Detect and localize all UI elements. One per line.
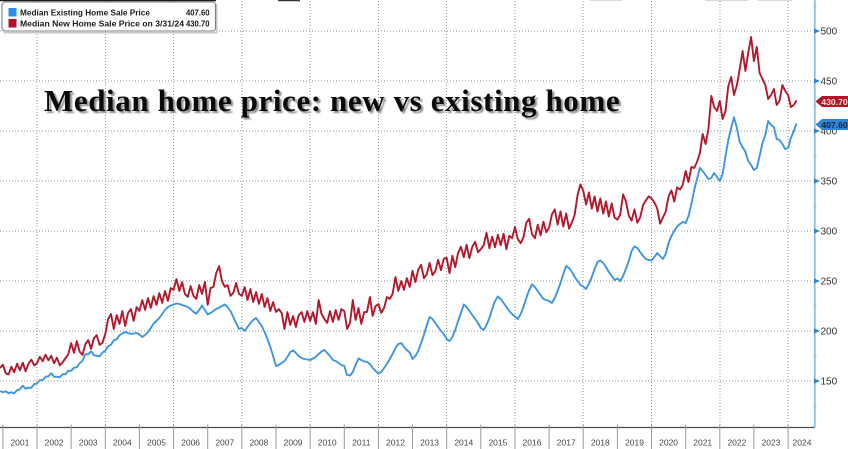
svg-text:Median New Home Sale Price on: Median New Home Sale Price on 3/31/24 xyxy=(20,18,184,28)
svg-text:Median Existing Home Sale Pric: Median Existing Home Sale Price xyxy=(20,7,150,17)
svg-text:407.60: 407.60 xyxy=(186,7,210,17)
svg-text:2022: 2022 xyxy=(727,438,746,448)
svg-text:200: 200 xyxy=(821,327,838,338)
svg-text:2020: 2020 xyxy=(659,438,678,448)
svg-text:300: 300 xyxy=(821,227,838,238)
svg-text:2002: 2002 xyxy=(45,438,64,448)
svg-text:2021: 2021 xyxy=(693,438,712,448)
svg-text:Median home price: new vs exis: Median home price: new vs existing home xyxy=(44,83,620,118)
svg-text:2012: 2012 xyxy=(386,438,405,448)
svg-text:2007: 2007 xyxy=(215,438,234,448)
svg-text:2005: 2005 xyxy=(147,438,166,448)
svg-text:2018: 2018 xyxy=(591,438,610,448)
svg-text:2016: 2016 xyxy=(523,438,542,448)
svg-text:2009: 2009 xyxy=(284,438,303,448)
svg-text:250: 250 xyxy=(821,277,838,288)
svg-text:2019: 2019 xyxy=(625,438,644,448)
svg-text:2003: 2003 xyxy=(79,438,98,448)
svg-text:500: 500 xyxy=(821,27,838,38)
svg-text:2013: 2013 xyxy=(420,438,439,448)
svg-text:430.70: 430.70 xyxy=(821,97,848,107)
svg-text:150: 150 xyxy=(821,377,838,388)
svg-text:2015: 2015 xyxy=(488,438,507,448)
svg-text:2023: 2023 xyxy=(762,438,781,448)
svg-text:2008: 2008 xyxy=(249,438,268,448)
svg-text:400: 400 xyxy=(821,127,838,138)
svg-text:350: 350 xyxy=(821,177,838,188)
svg-text:2024: 2024 xyxy=(793,438,812,448)
svg-text:407.60: 407.60 xyxy=(821,120,848,130)
svg-text:Median home price: new vs exis: Median home price: new vs existing home xyxy=(46,85,622,120)
svg-text:2004: 2004 xyxy=(113,438,132,448)
svg-text:2001: 2001 xyxy=(10,438,29,448)
svg-text:430.70: 430.70 xyxy=(186,18,210,28)
svg-text:450: 450 xyxy=(821,77,838,88)
svg-text:2014: 2014 xyxy=(454,438,473,448)
svg-text:2017: 2017 xyxy=(557,438,576,448)
svg-text:2010: 2010 xyxy=(318,438,337,448)
svg-text:2006: 2006 xyxy=(181,438,200,448)
svg-text:2011: 2011 xyxy=(352,438,371,448)
